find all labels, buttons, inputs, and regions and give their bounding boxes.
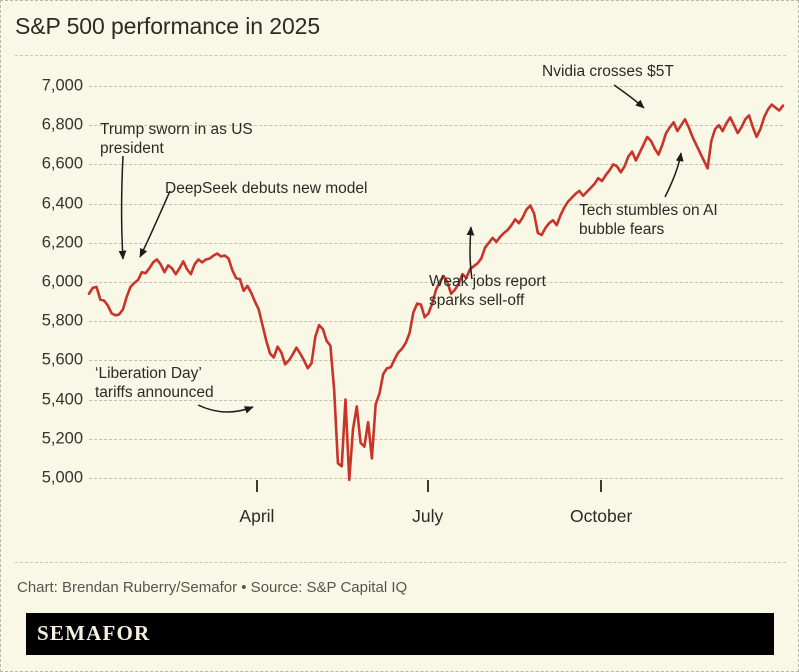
gridline-y bbox=[89, 438, 783, 440]
title-divider bbox=[15, 55, 786, 56]
annotation-weak-jobs: Weak jobs report sparks sell-off bbox=[429, 273, 546, 309]
footer-divider bbox=[15, 562, 786, 563]
gridline-y bbox=[89, 164, 783, 166]
ytick-label: 5,200 bbox=[41, 429, 83, 448]
ytick-label: 6,800 bbox=[41, 115, 83, 134]
xtick-label: April bbox=[239, 506, 275, 526]
page-title: S&P 500 performance in 2025 bbox=[15, 13, 321, 39]
gridline-y bbox=[89, 86, 783, 87]
ytick-label: 6,600 bbox=[41, 154, 83, 173]
ytick-label: 7,000 bbox=[41, 76, 83, 95]
gridline-y bbox=[89, 321, 783, 323]
annotation-deepseek: DeepSeek debuts new model bbox=[165, 180, 368, 197]
xtick-label: October bbox=[570, 506, 633, 526]
ytick-label: 5,600 bbox=[41, 350, 83, 369]
ytick-label: 6,000 bbox=[41, 272, 83, 291]
gridline-y bbox=[89, 360, 783, 362]
xtick-mark bbox=[426, 480, 429, 492]
xtick-mark bbox=[600, 480, 603, 492]
annotation-liberation-day: ‘Liberation Day’ tariffs announced bbox=[95, 365, 214, 401]
ytick-label: 5,800 bbox=[41, 311, 83, 330]
annotation-nvidia: Nvidia crosses $5T bbox=[542, 63, 674, 80]
xtick-mark bbox=[255, 480, 258, 492]
gridline-y bbox=[89, 242, 783, 244]
ytick-label: 6,200 bbox=[41, 233, 83, 252]
semafor-logo: SEMAFOR bbox=[37, 621, 151, 645]
gridline-y bbox=[89, 478, 783, 479]
ytick-label: 5,000 bbox=[41, 468, 83, 487]
chart-credit: Chart: Brendan Ruberry/Semafor • Source:… bbox=[17, 579, 408, 596]
annotation-trump: Trump sworn in as US president bbox=[100, 121, 253, 157]
ytick-label: 5,400 bbox=[41, 390, 83, 409]
xtick-label: July bbox=[412, 506, 444, 526]
annotation-tech-stumbles: Tech stumbles on AI bubble fears bbox=[579, 202, 718, 238]
ytick-label: 6,400 bbox=[41, 194, 83, 213]
logo-bar bbox=[26, 613, 774, 655]
